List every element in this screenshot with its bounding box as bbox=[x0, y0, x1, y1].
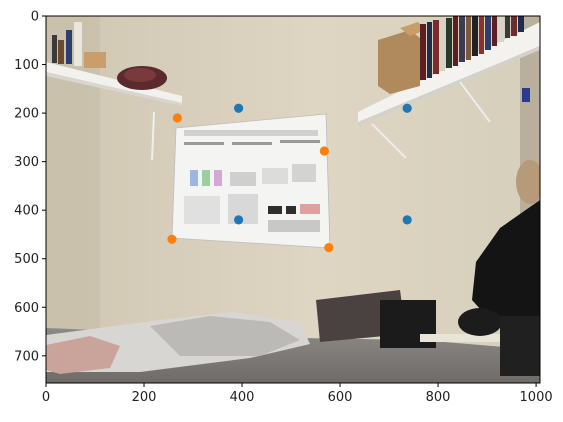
scatter-point-series-2 bbox=[172, 113, 182, 123]
y-tick-label: 0 bbox=[31, 10, 39, 25]
y-tick-label: 100 bbox=[14, 58, 39, 73]
x-tick-label: 0 bbox=[42, 390, 50, 405]
bed bbox=[46, 160, 540, 383]
scatter-point-series-1 bbox=[402, 215, 412, 225]
x-tick-label: 1000 bbox=[520, 390, 553, 405]
y-tick-label: 200 bbox=[14, 107, 39, 122]
scatter-point-series-2 bbox=[324, 242, 334, 253]
scatter-point-series-2 bbox=[167, 234, 177, 244]
y-axis: 0 100 200 300 400 500 600 700 bbox=[14, 10, 46, 364]
x-tick-label: 600 bbox=[328, 390, 353, 405]
left-shelf bbox=[46, 22, 182, 161]
scatter-point-series-1 bbox=[234, 215, 244, 225]
scatter-points bbox=[167, 103, 412, 253]
y-tick-label: 500 bbox=[14, 252, 39, 267]
y-tick-label: 400 bbox=[14, 204, 39, 219]
x-axis: 0 200 400 600 800 1000 bbox=[42, 383, 553, 405]
scatter-point-series-2 bbox=[319, 146, 329, 156]
y-tick-label: 300 bbox=[14, 155, 39, 170]
scatter-point-series-1 bbox=[402, 103, 412, 113]
x-tick-label: 400 bbox=[230, 390, 255, 405]
room-photo bbox=[46, 16, 540, 383]
x-tick-label: 800 bbox=[426, 390, 451, 405]
x-tick-label: 200 bbox=[132, 390, 157, 405]
plot-area-frame bbox=[45, 15, 541, 384]
poster bbox=[171, 113, 331, 249]
y-tick-label: 600 bbox=[14, 301, 39, 316]
y-tick-label: 700 bbox=[14, 349, 39, 364]
scatter-point-series-1 bbox=[234, 103, 244, 113]
